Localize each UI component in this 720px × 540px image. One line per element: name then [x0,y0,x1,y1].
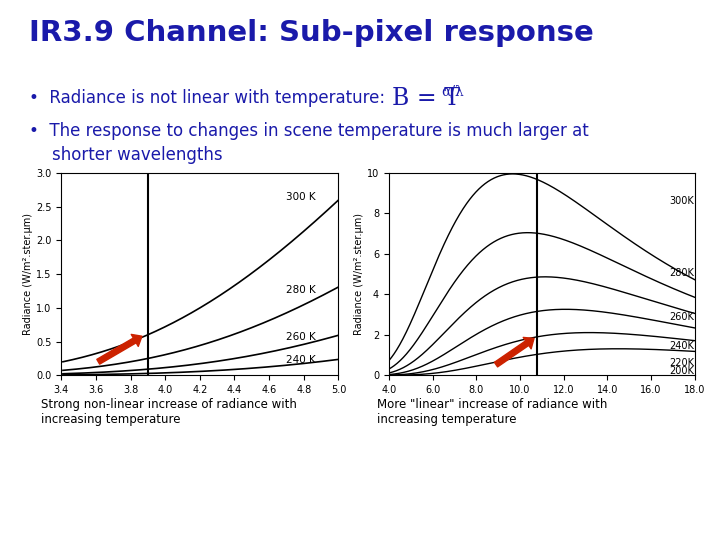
Text: ≡ EUMETSAT: ≡ EUMETSAT [498,516,597,529]
Text: shorter wavelengths: shorter wavelengths [52,146,222,164]
Text: Slide: 80: Slide: 80 [647,516,698,529]
Text: 280 K: 280 K [287,285,316,295]
Text: Version 1.1, 30 June 2004: Version 1.1, 30 June 2004 [11,516,162,529]
Text: •  The response to changes in scene temperature is much larger at: • The response to changes in scene tempe… [29,122,588,139]
Text: More "linear" increase of radiance with
increasing temperature: More "linear" increase of radiance with … [377,398,608,426]
Text: 300K: 300K [670,196,694,206]
Text: 240K: 240K [670,341,695,351]
Text: 260 K: 260 K [287,332,316,342]
Text: α/λ: α/λ [441,85,464,99]
Text: 220K: 220K [670,357,695,368]
Text: 280K: 280K [670,268,695,278]
Y-axis label: Radiance (W/m².ster.μm): Radiance (W/m².ster.μm) [23,213,33,335]
Text: 300 K: 300 K [287,192,316,202]
Text: IR3.9 Channel: Sub-pixel response: IR3.9 Channel: Sub-pixel response [29,19,593,47]
Text: 260K: 260K [670,312,695,322]
Text: B = T: B = T [392,87,460,111]
Text: 240 K: 240 K [287,355,316,365]
Text: 200K: 200K [670,366,695,376]
Text: Strong non-linear increase of radiance with
increasing temperature: Strong non-linear increase of radiance w… [41,398,297,426]
Y-axis label: Radiance (W/m².ster.μm): Radiance (W/m².ster.μm) [354,213,364,335]
Text: •  Radiance is not linear with temperature:: • Radiance is not linear with temperatur… [29,89,385,107]
